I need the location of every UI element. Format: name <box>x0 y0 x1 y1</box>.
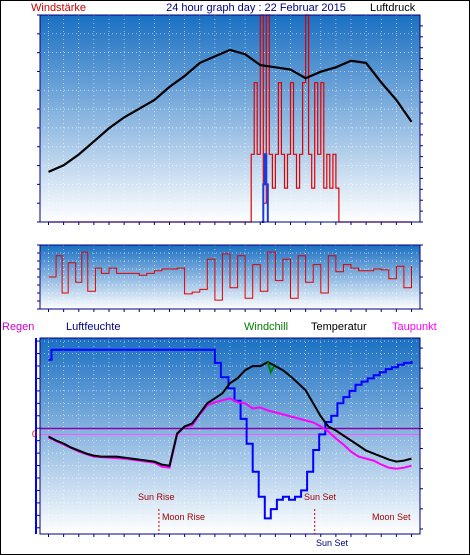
humidity-line <box>48 348 413 520</box>
windchill-line <box>266 361 275 375</box>
bottom-plot-border <box>39 337 421 535</box>
zero-marker: 0 <box>32 429 37 439</box>
taupunkt-label: Taupunkt <box>392 321 437 333</box>
luftfeuchte-label: Luftfeuchte <box>66 321 120 333</box>
temperatur-label: Temperatur <box>311 321 367 333</box>
page-title: 24 hour graph day : 22 Februar 2015 <box>166 2 346 14</box>
sun-rise-label: Sun Rise <box>138 492 175 502</box>
sun-set-axis-label: Sun Set <box>316 538 349 548</box>
temperature-line <box>48 360 412 467</box>
direction-plot-border <box>39 244 421 310</box>
windchill-label: Windchill <box>244 321 288 333</box>
pressure-line <box>48 48 413 173</box>
top-plot-border <box>39 14 421 223</box>
moon-rise-label: Moon Rise <box>162 512 205 522</box>
pressure-axis-title: Luftdruck <box>370 2 416 14</box>
wind-direction-chart <box>37 244 423 312</box>
wind-axis-title: Windstärke <box>31 2 86 14</box>
wind-speed-line <box>48 14 412 223</box>
top-plot-area <box>40 15 420 222</box>
wind-direction-line <box>48 251 412 301</box>
temp-humidity-chart <box>37 337 423 537</box>
gust-line <box>261 153 269 223</box>
moon-set-label: Moon Set <box>372 512 411 522</box>
pressure-wind-chart <box>37 14 423 225</box>
regen-label: Regen <box>2 321 34 333</box>
bottom-plot-area <box>40 338 420 534</box>
sun-set-label: Sun Set <box>304 492 337 502</box>
